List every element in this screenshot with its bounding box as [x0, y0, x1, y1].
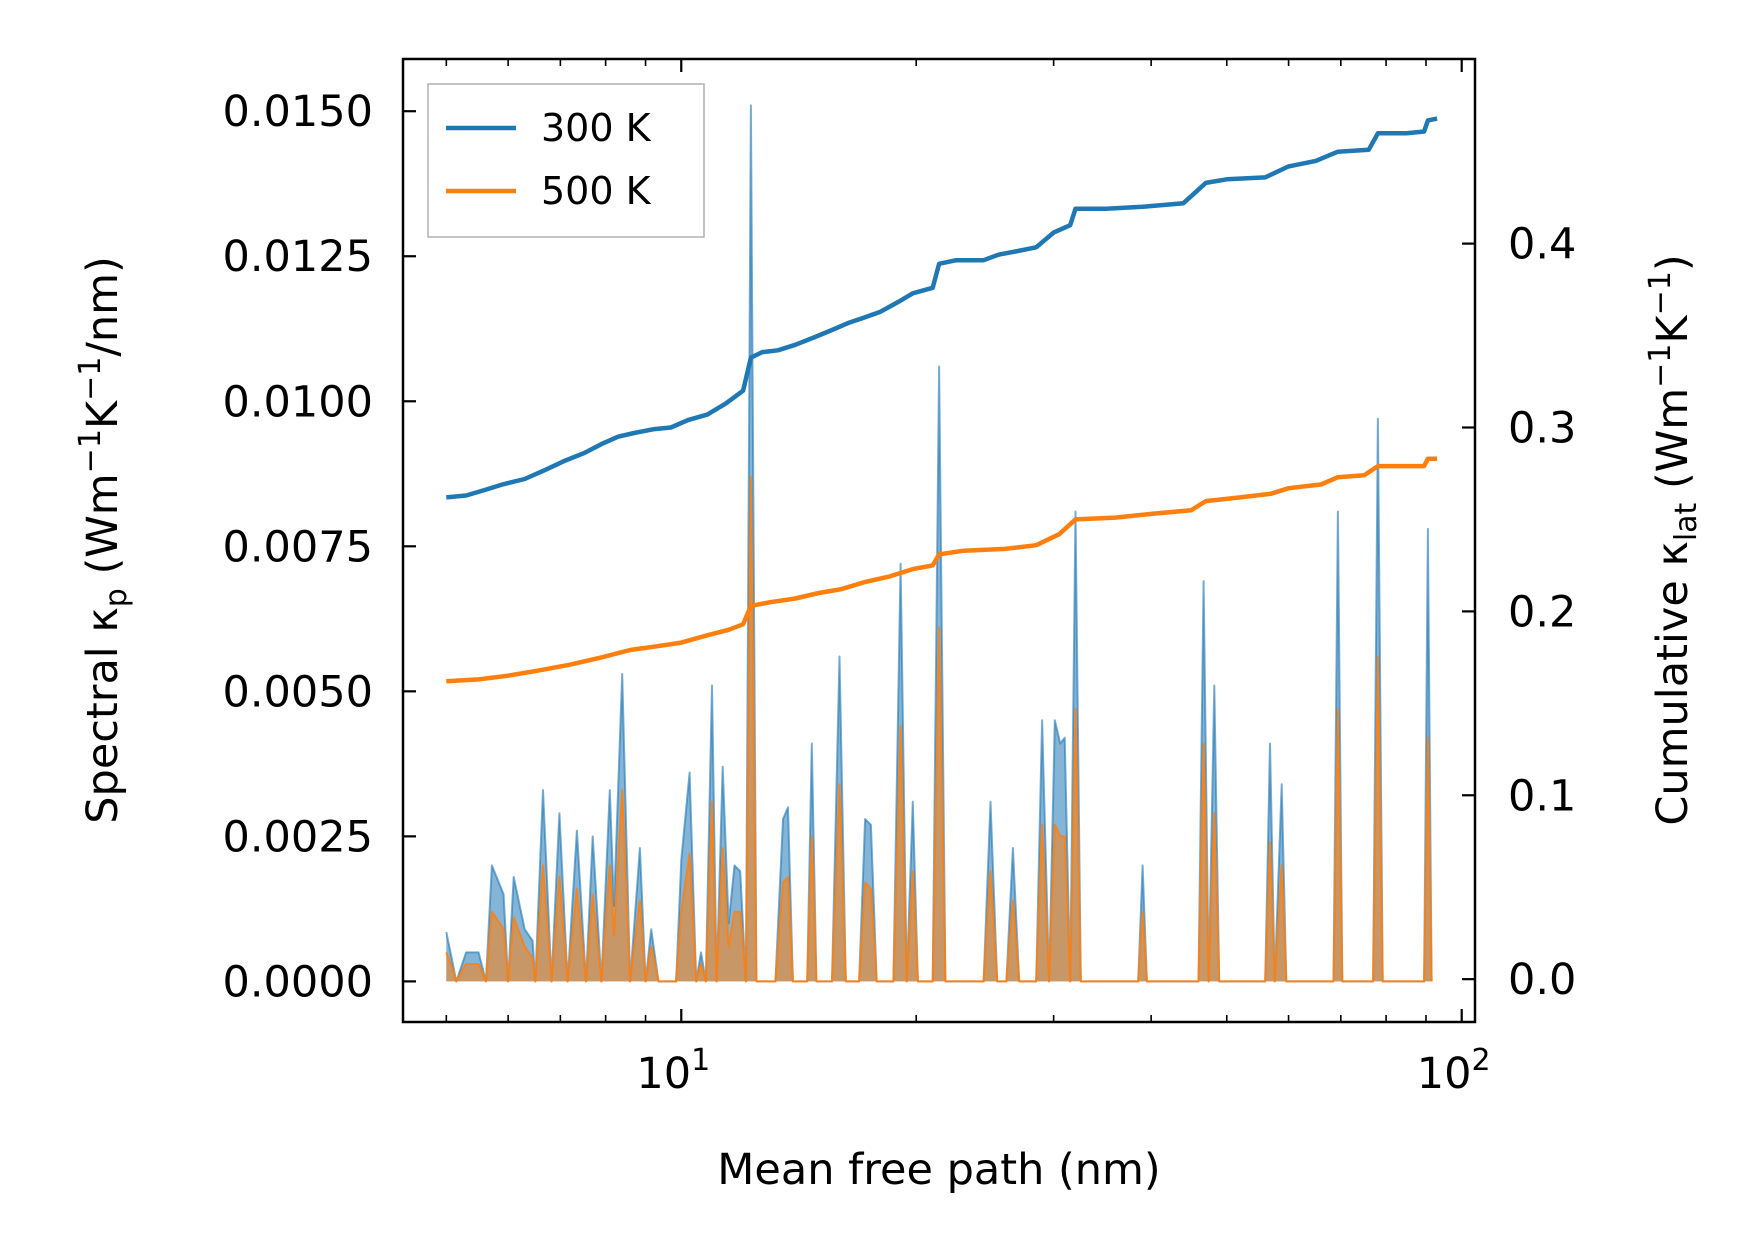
spectral-area-500k	[446, 476, 1432, 982]
y-right-mid: K	[1648, 314, 1698, 344]
y-left-exp2: −1	[73, 357, 108, 401]
y-right-exp1: −1	[1643, 344, 1678, 388]
cumulative-line-500k	[446, 456, 1438, 684]
y-left-mid: K	[78, 399, 128, 429]
y-right-tick-label-0.3: 0.3	[1508, 404, 1576, 454]
y-left-tick-label-0.0150: 0.0150	[223, 87, 373, 137]
y-left-tick-label-0.0025: 0.0025	[223, 812, 373, 862]
y-left-tick-label-0.0100: 0.0100	[223, 377, 373, 427]
y-right-tick-label-0.1: 0.1	[1508, 771, 1576, 821]
cumulative-line-300k	[446, 116, 1438, 500]
legend-label-300k: 300 K	[541, 106, 652, 150]
spectral-area-300k	[446, 105, 1432, 982]
y-right-exp2: −1	[1643, 271, 1678, 315]
y-left-exp1: −1	[73, 429, 108, 473]
y-right-tail: )	[1648, 254, 1698, 271]
plot-frame	[401, 57, 1477, 1024]
y-left-unit-open: (Wm	[78, 473, 128, 588]
y-left-tick-label-0.0125: 0.0125	[223, 232, 373, 282]
y-left-tail: /nm)	[78, 256, 128, 356]
cumulative-layer	[446, 116, 1438, 684]
y-axis-title-right: Cumulative κlat (Wm−1K−1)	[1643, 254, 1704, 825]
y-right-unit-open: (Wm	[1648, 388, 1698, 503]
x-tick-label-100: 102	[1417, 1043, 1491, 1099]
spectral-layer	[445, 104, 1433, 983]
x-axis-title: Mean free path (nm)	[717, 1145, 1160, 1195]
legend: 300 K 500 K	[427, 83, 705, 238]
y-left-prefix: Spectral κ	[78, 607, 128, 824]
y-left-sub: p	[99, 588, 134, 607]
y-right-tick-label-0.2: 0.2	[1508, 587, 1576, 637]
y-right-sub: lat	[1669, 502, 1704, 541]
y-right-tick-label-0.4: 0.4	[1508, 220, 1576, 270]
y-right-prefix: Cumulative κ	[1648, 541, 1698, 825]
y-right-tick-label-0.0: 0.0	[1508, 955, 1576, 1005]
ticks-layer: 101 102 0.0000 0.0025 0.0050 0.0075 0.0100 0.01…	[223, 59, 1576, 1099]
x-tick-label-10: 101	[636, 1043, 710, 1099]
legend-box	[427, 83, 705, 238]
legend-label-500k: 500 K	[541, 169, 652, 213]
y-left-tick-label-0.0000: 0.0000	[223, 957, 373, 1007]
y-left-tick-label-0.0050: 0.0050	[223, 667, 373, 717]
y-left-tick-label-0.0075: 0.0075	[223, 522, 373, 572]
y-axis-title-left: Spectral κp (Wm−1K−1/nm)	[73, 256, 134, 824]
spectral-line-500k	[445, 475, 1433, 983]
